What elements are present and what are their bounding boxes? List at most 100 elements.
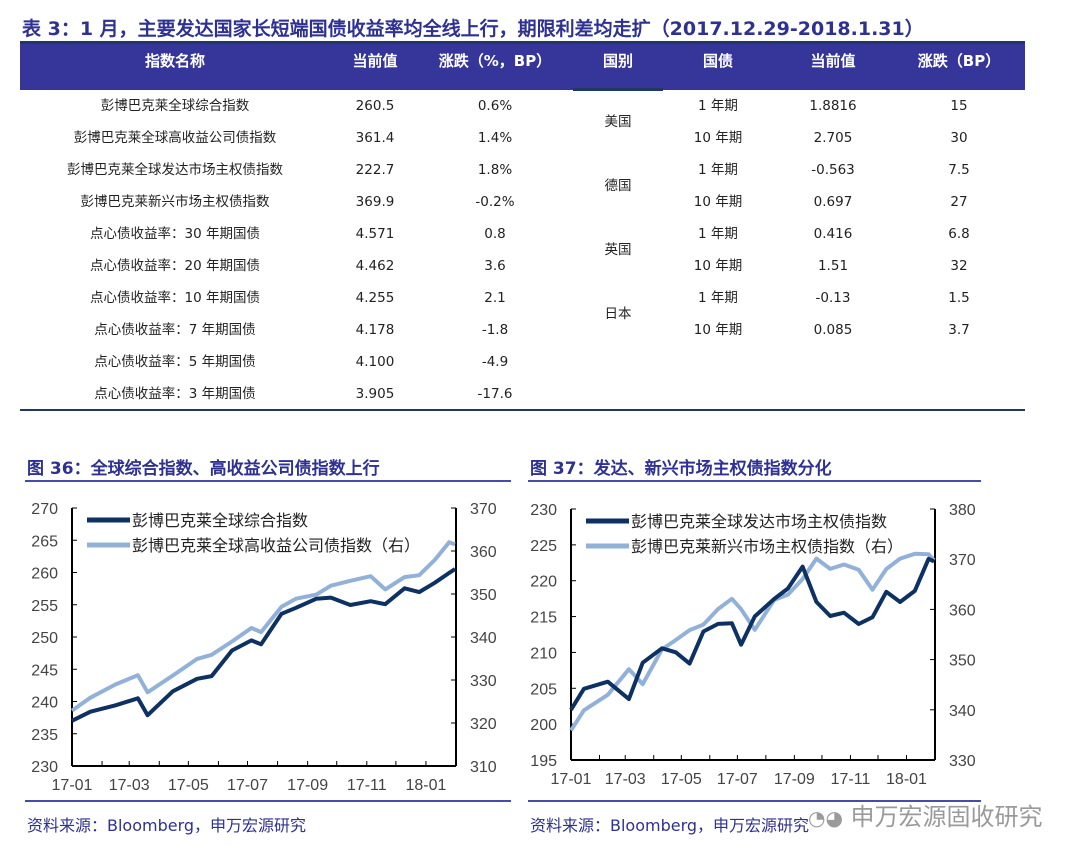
x-tick-label: 17-05 xyxy=(168,777,209,794)
header-underline xyxy=(573,88,663,91)
y2-tick-label: 330 xyxy=(470,673,497,690)
index-value-cell: 4.178 xyxy=(355,322,395,338)
index-change-cell: 1.8% xyxy=(477,162,513,178)
x-tick-label: 17-07 xyxy=(227,777,268,794)
bond-change-cell: 27 xyxy=(950,194,968,210)
y2-tick-label: 360 xyxy=(470,544,497,561)
index-change-cell: 1.4% xyxy=(477,130,513,146)
bond-term-cell: 1 年期 xyxy=(698,98,738,114)
index-value-cell: 222.7 xyxy=(355,162,395,178)
index-name-cell: 点心债收益率：5 年期国债 xyxy=(94,354,256,370)
wechat-icon: ◔◕ xyxy=(808,806,843,830)
index-name-cell: 点心债收益率：30 年期国债 xyxy=(90,226,260,242)
chart36-bottom-rule xyxy=(25,800,511,802)
index-value-cell: 260.5 xyxy=(355,98,395,114)
index-name-cell: 点心债收益率：10 年期国债 xyxy=(90,290,260,306)
chart37-source: 资料来源：Bloomberg，申万宏源研究 xyxy=(530,816,810,835)
y2-tick-label: 340 xyxy=(949,703,976,720)
index-change-cell: 2.1 xyxy=(484,290,506,306)
bond-change-cell: 15 xyxy=(950,98,968,114)
y2-tick-label: 370 xyxy=(470,501,497,518)
x-tick-label: 17-03 xyxy=(605,771,646,788)
index-value-cell: 369.9 xyxy=(355,194,395,210)
index-change-cell: 3.6 xyxy=(484,258,506,274)
x-tick-label: 17-09 xyxy=(774,771,815,788)
index-value-cell: 4.462 xyxy=(355,258,395,274)
index-name-cell: 点心债收益率：20 年期国债 xyxy=(90,258,260,274)
x-tick-label: 17-09 xyxy=(287,777,328,794)
y-tick-label: 230 xyxy=(31,759,58,776)
index-name-cell: 彭博巴克莱新兴市场主权债指数 xyxy=(80,194,270,210)
header-country: 国别 xyxy=(602,52,633,70)
country-cell: 德国 xyxy=(604,178,632,194)
series-line-light xyxy=(70,540,456,713)
chart36-title: 图 36：全球综合指数、高收益公司债指数上行 xyxy=(27,459,380,479)
index-value-cell: 4.100 xyxy=(355,354,395,370)
bond-value-cell: 1.51 xyxy=(817,258,849,274)
header-change: 涨跌（%，BP） xyxy=(438,52,552,70)
bond-value-cell: 1.8816 xyxy=(809,98,857,114)
index-value-cell: 3.905 xyxy=(355,386,395,402)
legend-label: 彭博巴克莱全球发达市场主权债指数 xyxy=(631,513,887,531)
index-change-cell: 0.8 xyxy=(484,226,506,242)
chart37-title: 图 37：发达、新兴市场主权债指数分化 xyxy=(530,459,832,479)
header-bond: 国债 xyxy=(702,52,733,70)
index-change-cell: -0.2% xyxy=(475,194,515,210)
x-tick-label: 17-01 xyxy=(551,771,592,788)
bond-change-cell: 3.7 xyxy=(948,322,970,338)
y-tick-label: 215 xyxy=(530,610,557,627)
title-rule xyxy=(20,41,1025,44)
y-tick-label: 240 xyxy=(31,695,58,712)
bond-term-cell: 10 年期 xyxy=(693,130,743,146)
table-title: 表 3：1 月，主要发达国家长短端国债收益率均全线上行，期限利差均走扩（2017… xyxy=(22,18,924,40)
watermark: ◔◕ 申万宏源固收研究 xyxy=(808,797,1043,832)
y-tick-label: 205 xyxy=(530,681,557,698)
series-line-dark xyxy=(569,556,935,711)
bond-value-cell: -0.13 xyxy=(815,290,851,306)
y-tick-label: 255 xyxy=(31,598,58,615)
y-tick-label: 270 xyxy=(31,501,58,518)
x-tick-label: 17-03 xyxy=(109,777,150,794)
y-tick-label: 235 xyxy=(31,727,58,744)
index-change-cell: -4.9 xyxy=(481,354,509,370)
bond-value-cell: 0.416 xyxy=(813,226,853,242)
y2-tick-label: 310 xyxy=(470,759,497,776)
bond-change-cell: 32 xyxy=(950,258,968,274)
x-tick-label: 17-11 xyxy=(831,771,871,788)
y2-tick-label: 350 xyxy=(470,587,497,604)
bond-term-cell: 1 年期 xyxy=(698,226,738,242)
watermark-text: 申万宏源固收研究 xyxy=(850,803,1043,831)
series-line-dark xyxy=(71,567,457,723)
y2-tick-label: 330 xyxy=(949,753,976,770)
x-tick-label: 17-01 xyxy=(52,777,93,794)
y-tick-label: 265 xyxy=(31,533,58,550)
y-tick-label: 220 xyxy=(530,574,557,591)
bond-change-cell: 30 xyxy=(950,130,968,146)
index-change-cell: -17.6 xyxy=(477,386,513,402)
y2-tick-label: 380 xyxy=(949,502,976,519)
bond-term-cell: 1 年期 xyxy=(698,290,738,306)
index-name-cell: 彭博巴克莱全球发达市场主权债指数 xyxy=(67,162,283,178)
bond-change-cell: 7.5 xyxy=(948,162,970,178)
y-tick-label: 250 xyxy=(31,630,58,647)
bond-value-cell: 2.705 xyxy=(813,130,853,146)
y2-tick-label: 370 xyxy=(949,552,976,569)
index-value-cell: 4.571 xyxy=(355,226,395,242)
bond-value-cell: 0.085 xyxy=(813,322,853,338)
x-tick-label: 17-07 xyxy=(717,771,758,788)
header-index-name: 指数名称 xyxy=(144,52,205,70)
y2-tick-label: 360 xyxy=(949,602,976,619)
bond-value-cell: 0.697 xyxy=(813,194,853,210)
y-tick-label: 260 xyxy=(31,566,58,583)
table-bottom-rule xyxy=(20,409,1025,411)
index-value-cell: 361.4 xyxy=(355,130,395,146)
bond-term-cell: 10 年期 xyxy=(693,194,743,210)
index-value-cell: 4.255 xyxy=(355,290,395,306)
y-tick-label: 210 xyxy=(530,645,557,662)
legend-label: 彭博巴克莱全球综合指数 xyxy=(132,512,308,530)
country-cell: 英国 xyxy=(604,242,632,258)
y-tick-label: 245 xyxy=(31,662,58,679)
chart36-source: 资料来源：Bloomberg，申万宏源研究 xyxy=(27,816,307,835)
bond-change-cell: 6.8 xyxy=(948,226,970,242)
